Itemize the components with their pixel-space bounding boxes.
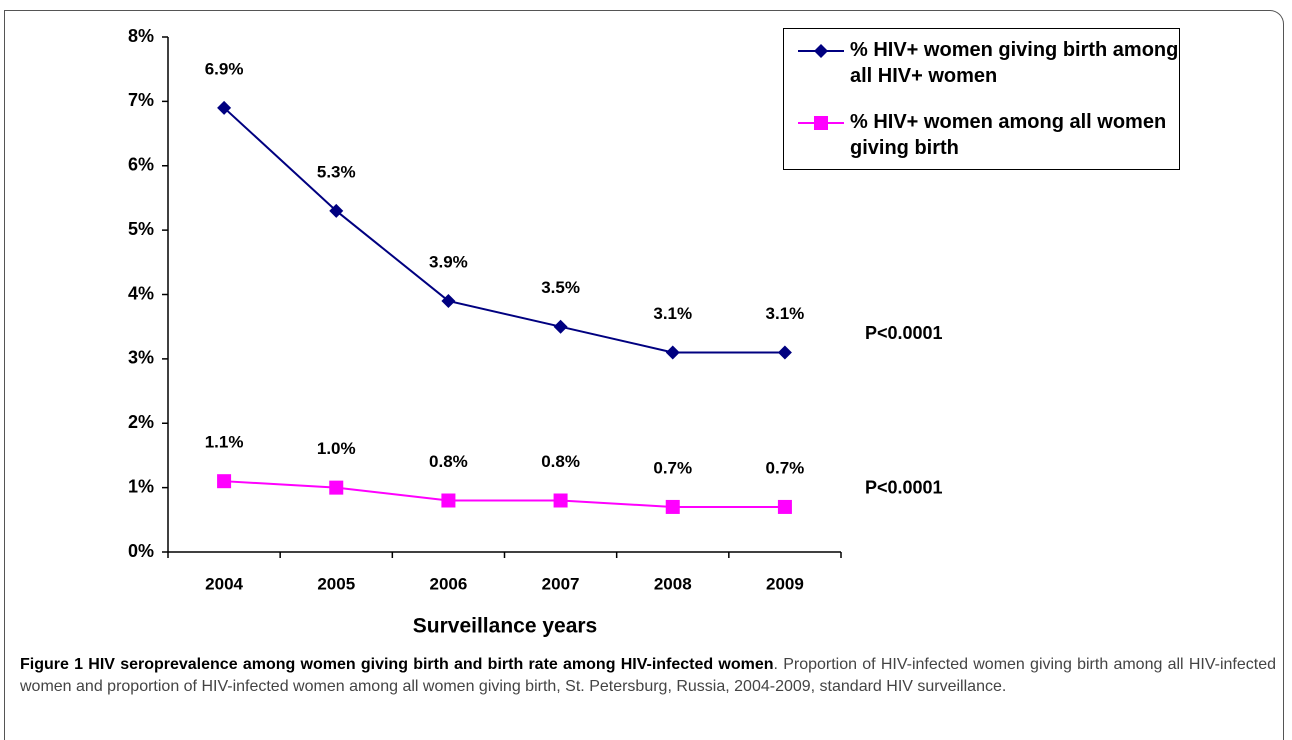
marker <box>814 44 828 58</box>
value-label: 1.0% <box>317 439 356 458</box>
figure-frame <box>4 10 1284 740</box>
x-tick-label: 2004 <box>205 574 243 593</box>
caption: Figure 1 HIV seroprevalence among women … <box>20 654 1276 698</box>
value-label: 3.5% <box>541 278 580 297</box>
marker <box>441 293 456 308</box>
value-label: 3.9% <box>429 252 468 271</box>
value-label: 5.3% <box>317 162 356 181</box>
value-label: 0.7% <box>766 458 805 477</box>
value-label: 6.9% <box>205 59 244 78</box>
marker <box>217 100 232 115</box>
x-tick-label: 2009 <box>766 574 804 593</box>
marker <box>814 116 828 130</box>
caption-text: . Proportion of HIV-infected women givin… <box>20 656 1277 695</box>
marker <box>777 499 792 514</box>
marker <box>777 345 792 360</box>
annotation: P<0.0001 <box>865 478 943 498</box>
value-label: 3.1% <box>766 304 805 323</box>
legend-entry: % HIV+ women giving birth among all HIV+… <box>796 37 1180 89</box>
legend-entry: % HIV+ women among all women giving birt… <box>796 109 1180 161</box>
value-label: 0.7% <box>653 458 692 477</box>
caption-label: Figure 1 <box>20 656 84 673</box>
marker <box>553 493 568 508</box>
x-axis-title: Surveillance years <box>413 615 597 638</box>
marker <box>329 203 344 218</box>
legend-label: % HIV+ women giving birth among all HIV+… <box>850 39 1179 87</box>
value-label: 0.8% <box>541 452 580 471</box>
y-tick-label: 6% <box>128 155 154 175</box>
chart: Surveillance years 0% 1% 2% 3% 4% 5% 6% 7% 8% 200… <box>128 26 943 638</box>
y-tick-label: 7% <box>128 90 154 110</box>
y-tick-label: 4% <box>128 283 154 303</box>
series-line <box>223 107 785 354</box>
y-tick-label: 5% <box>128 219 154 239</box>
marker <box>553 319 568 334</box>
legend-swatch <box>798 116 844 130</box>
marker <box>665 499 680 514</box>
value-label: 3.1% <box>653 304 692 323</box>
marker <box>217 474 232 489</box>
annotation: P<0.0001 <box>865 323 943 343</box>
legend-swatch <box>798 44 844 58</box>
marker <box>441 493 456 508</box>
x-tick-label: 2005 <box>317 574 355 593</box>
x-tick-label: 2006 <box>430 574 468 593</box>
value-label: 0.8% <box>429 452 468 471</box>
value-label: 1.1% <box>205 433 244 452</box>
caption-title: HIV seroprevalence among women giving bi… <box>88 656 774 673</box>
x-tick-label: 2008 <box>654 574 692 593</box>
y-tick-label: 0% <box>128 541 154 561</box>
x-tick-label: 2007 <box>542 574 580 593</box>
y-tick-label: 8% <box>128 26 154 46</box>
marker <box>329 480 344 495</box>
y-tick-label: 3% <box>128 348 154 368</box>
series-line <box>224 480 785 508</box>
y-tick-label: 1% <box>128 476 154 496</box>
y-tick-label: 2% <box>128 412 154 432</box>
legend: % HIV+ women giving birth among all HIV+… <box>783 28 1180 170</box>
marker <box>665 345 680 360</box>
legend-label: % HIV+ women among all women giving birt… <box>850 111 1167 159</box>
